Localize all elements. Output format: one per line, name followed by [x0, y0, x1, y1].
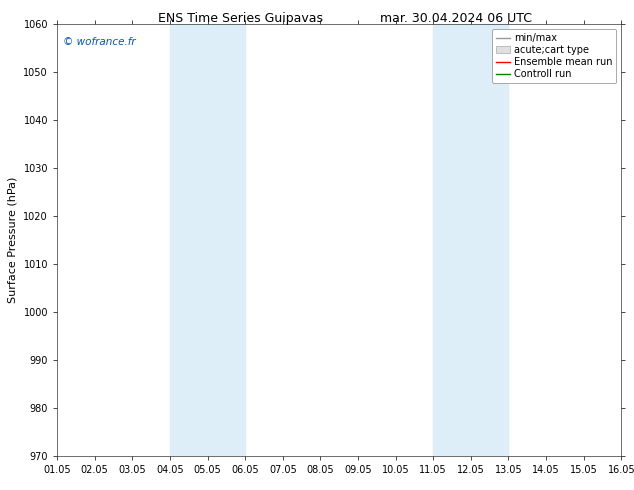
Y-axis label: Surface Pressure (hPa): Surface Pressure (hPa): [8, 177, 18, 303]
Text: © wofrance.fr: © wofrance.fr: [63, 37, 135, 48]
Text: ENS Time Series Guipavas: ENS Time Series Guipavas: [158, 12, 323, 25]
Bar: [170, 24, 245, 456]
Bar: [433, 24, 508, 456]
Text: mar. 30.04.2024 06 UTC: mar. 30.04.2024 06 UTC: [380, 12, 533, 25]
Legend: min/max, acute;cart type, Ensemble mean run, Controll run: min/max, acute;cart type, Ensemble mean …: [492, 29, 616, 83]
